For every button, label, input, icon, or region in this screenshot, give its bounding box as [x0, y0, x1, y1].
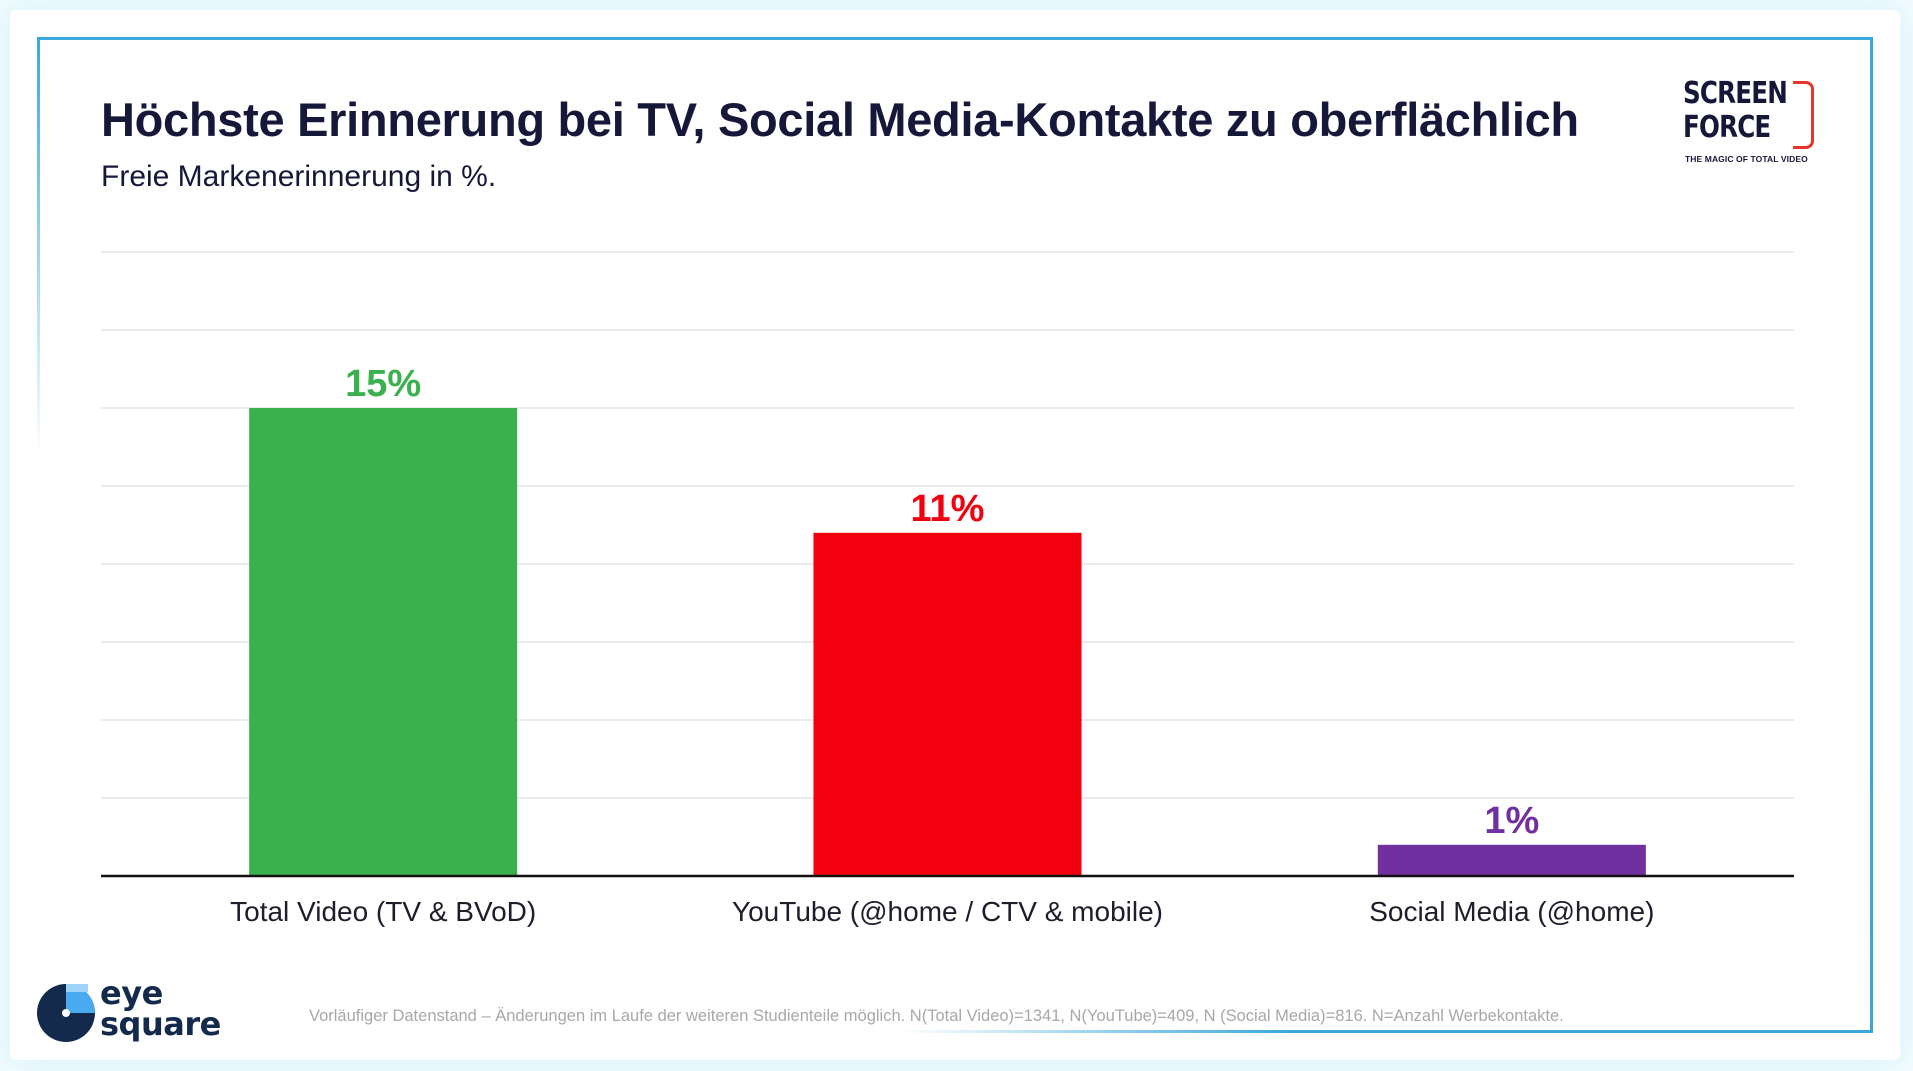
screenforce-logo: SCREEN FORCE THE MAGIC OF TOTAL VIDEO: [1683, 77, 1815, 167]
footnote: Vorläufiger Datenstand – Änderungen im L…: [309, 1007, 1564, 1025]
eyesquare-line1: eye: [100, 974, 163, 1012]
eyesquare-eye-icon: [37, 984, 95, 1042]
chart-subtitle: Freie Markenerinnerung in %.: [101, 160, 497, 193]
screenforce-tagline: THE MAGIC OF TOTAL VIDEO: [1685, 154, 1808, 164]
data-label: 15%: [345, 363, 421, 405]
data-label: 11%: [911, 488, 985, 530]
eyesquare-line2: square: [100, 1005, 221, 1043]
category-tick-label: YouTube (@home / CTV & mobile): [732, 896, 1163, 927]
bars: [249, 408, 1646, 876]
bar: [1377, 844, 1646, 876]
chart-title: Höchste Erinnerung bei TV, Social Media-…: [101, 93, 1579, 146]
screenforce-bracket-icon: [1793, 81, 1814, 149]
frame-border-left: [37, 37, 40, 457]
data-label: 1%: [1484, 800, 1539, 842]
frame-border-top: [37, 37, 1873, 40]
category-tick-label: Total Video (TV & BVoD): [230, 896, 536, 927]
category-labels: Total Video (TV & BVoD) YouTube (@home / …: [230, 896, 1654, 927]
eyesquare-wordmark: eye square: [100, 974, 221, 1043]
frame-border-right: [1870, 37, 1873, 1033]
category-tick-label: Social Media (@home): [1369, 896, 1654, 927]
frame-border-bottom: [900, 1030, 1873, 1033]
screenforce-line1: SCREEN: [1683, 76, 1788, 111]
bar: [249, 408, 518, 876]
value-labels: 15% 11% 1%: [345, 363, 1539, 842]
bar: [813, 532, 1082, 876]
screenforce-wordmark: SCREEN FORCE: [1683, 76, 1788, 145]
eyesquare-logo: eye square: [36, 974, 236, 1046]
screenforce-line2: FORCE: [1683, 110, 1771, 145]
